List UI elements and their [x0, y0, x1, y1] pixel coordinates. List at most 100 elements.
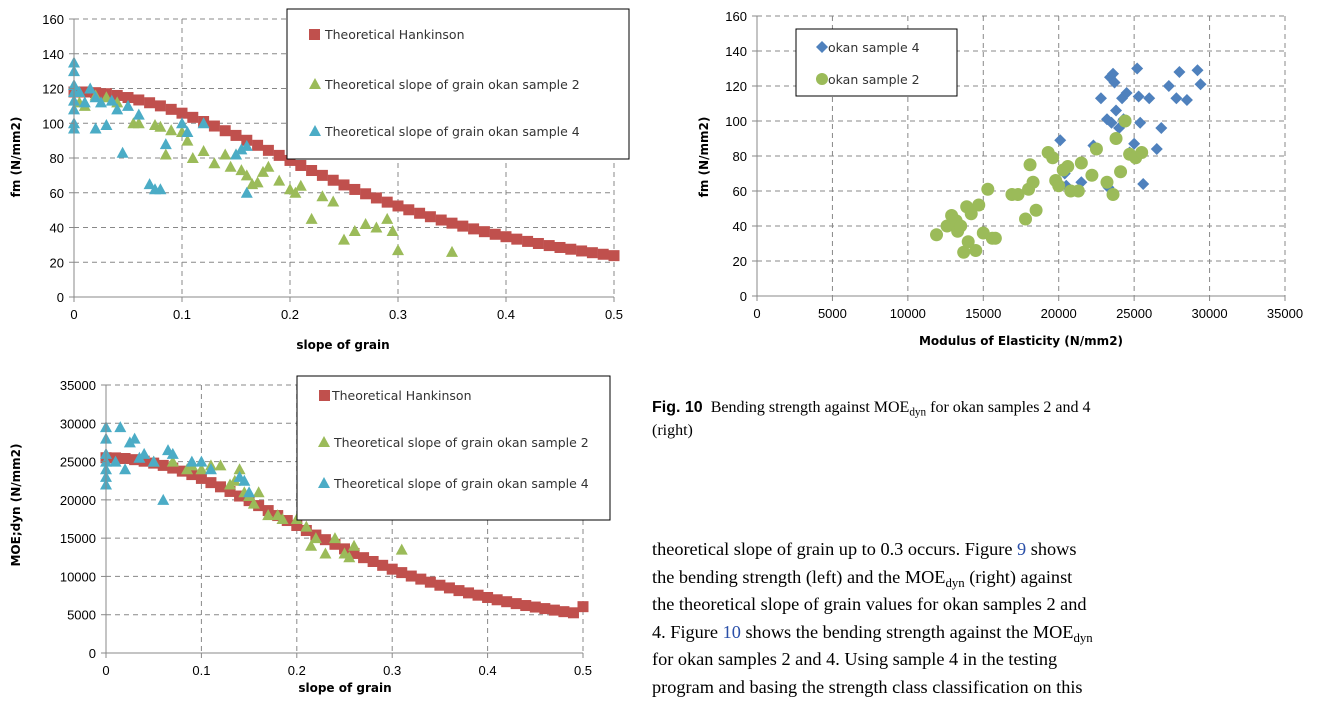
body-line-3: the theoretical slope of grain values fo…	[652, 591, 1306, 619]
point-theoretical-hankinson	[453, 585, 464, 596]
point-theoretical-hankinson	[501, 231, 512, 242]
body-l2b: (right) against	[965, 567, 1073, 587]
point-theoretical-hankinson	[522, 236, 533, 247]
point-okan-sample-4	[1095, 92, 1107, 104]
x-tick-label: 20000	[1041, 306, 1077, 321]
y-tick-label: 20	[733, 254, 747, 269]
point-okan-sample-4	[1192, 64, 1204, 76]
point-theoretical-hankinson	[482, 592, 493, 603]
point-theoretical-hankinson	[578, 601, 589, 612]
point-okan-sample-4	[1181, 94, 1193, 106]
point-theoretical-slope-of-grain-okan-sample-2	[262, 161, 274, 172]
y-tick-label: 40	[733, 219, 747, 234]
point-theoretical-hankinson	[215, 481, 226, 492]
point-okan-sample-2	[1064, 185, 1077, 198]
figure-9-link[interactable]: 9	[1017, 539, 1026, 559]
figure-caption: Fig. 10 Bending strength against MOEdyn …	[652, 396, 1302, 442]
y-tick-label: 40	[50, 221, 64, 236]
point-theoretical-hankinson	[533, 238, 544, 249]
point-okan-sample-4	[1163, 80, 1175, 92]
y-tick-label: 60	[733, 184, 747, 199]
point-okan-sample-4	[1137, 178, 1149, 190]
point-theoretical-hankinson	[444, 582, 455, 593]
point-theoretical-hankinson	[320, 534, 331, 545]
point-okan-sample-4	[1134, 117, 1146, 129]
point-theoretical-hankinson	[565, 244, 576, 255]
caption-text-a: Bending strength against MOE	[711, 399, 910, 416]
point-okan-sample-2	[954, 220, 967, 233]
y-tick-label: 160	[42, 12, 64, 27]
point-theoretical-hankinson	[463, 587, 474, 598]
legend: Theoretical Hankinson Theoretical slope …	[297, 376, 610, 520]
legend-label-sample-2: okan sample 2	[828, 72, 920, 87]
point-theoretical-slope-of-grain-okan-sample-4	[195, 456, 207, 467]
legend-label-sample-2: Theoretical slope of grain okan sample 2	[324, 77, 580, 92]
point-theoretical-hankinson	[306, 165, 317, 176]
point-theoretical-hankinson	[598, 249, 609, 260]
point-theoretical-slope-of-grain-okan-sample-4	[100, 119, 112, 130]
point-theoretical-hankinson	[457, 221, 468, 232]
point-theoretical-hankinson	[360, 188, 371, 199]
legend-label-sample-4: Theoretical slope of grain okan sample 4	[333, 476, 589, 491]
point-theoretical-slope-of-grain-okan-sample-4	[117, 147, 129, 158]
caption-text-c: (right)	[652, 422, 693, 439]
x-tick-label: 25000	[1116, 306, 1152, 321]
x-axis-label: slope of grain	[296, 338, 389, 352]
point-theoretical-hankinson	[371, 192, 382, 203]
point-theoretical-hankinson	[447, 218, 458, 229]
y-tick-label: 5000	[67, 608, 96, 623]
body-line-1: theoretical slope of grain up to 0.3 occ…	[652, 536, 1306, 564]
point-theoretical-slope-of-grain-okan-sample-2	[295, 180, 307, 191]
point-theoretical-hankinson	[473, 590, 484, 601]
point-theoretical-hankinson	[490, 229, 501, 240]
y-axis-label: fm (N/mm2)	[9, 117, 23, 198]
y-tick-label: 15000	[60, 531, 96, 546]
point-theoretical-hankinson	[155, 100, 166, 111]
point-theoretical-slope-of-grain-okan-sample-2	[327, 195, 339, 206]
point-okan-sample-2	[1110, 132, 1123, 145]
point-theoretical-hankinson	[349, 184, 360, 195]
x-tick-label: 0.4	[497, 307, 515, 322]
point-theoretical-slope-of-grain-okan-sample-4	[133, 109, 145, 120]
point-theoretical-slope-of-grain-okan-sample-2	[338, 234, 350, 245]
point-theoretical-hankinson	[177, 108, 188, 119]
point-theoretical-slope-of-grain-okan-sample-2	[214, 459, 226, 470]
point-okan-sample-4	[1195, 78, 1207, 90]
point-theoretical-hankinson	[396, 567, 407, 578]
point-okan-sample-2	[1100, 176, 1113, 189]
caption-label: Fig. 10	[652, 399, 703, 416]
point-theoretical-slope-of-grain-okan-sample-2	[198, 145, 210, 156]
point-theoretical-hankinson	[544, 240, 555, 251]
y-tick-label: 25000	[60, 455, 96, 470]
point-theoretical-hankinson	[368, 556, 379, 567]
y-axis-label: MOE;dyn (N/mm2)	[9, 443, 23, 566]
y-tick-label: 100	[42, 116, 64, 131]
point-theoretical-slope-of-grain-okan-sample-4	[90, 122, 102, 133]
point-okan-sample-2	[1027, 176, 1040, 189]
point-okan-sample-4	[1173, 66, 1185, 78]
point-theoretical-hankinson	[295, 160, 306, 171]
point-theoretical-hankinson	[120, 453, 131, 464]
y-tick-label: 140	[42, 47, 64, 62]
point-okan-sample-2	[972, 199, 985, 212]
point-theoretical-slope-of-grain-okan-sample-2	[316, 190, 328, 201]
point-theoretical-hankinson	[205, 477, 216, 488]
point-theoretical-hankinson	[434, 580, 445, 591]
x-tick-label: 0.4	[479, 663, 497, 678]
point-okan-sample-2	[1046, 151, 1059, 164]
point-theoretical-hankinson	[209, 121, 220, 132]
x-tick-label: 0.3	[383, 663, 401, 678]
point-theoretical-hankinson	[479, 226, 490, 237]
figure-10-link[interactable]: 10	[723, 622, 741, 642]
y-tick-label: 10000	[60, 569, 96, 584]
point-theoretical-hankinson	[568, 607, 579, 618]
point-theoretical-slope-of-grain-okan-sample-4	[114, 421, 126, 432]
point-theoretical-hankinson	[492, 594, 503, 605]
x-tick-label: 30000	[1191, 306, 1227, 321]
point-theoretical-slope-of-grain-okan-sample-2	[219, 149, 231, 160]
legend: Theoretical Hankinson Theoretical slope …	[287, 9, 629, 159]
